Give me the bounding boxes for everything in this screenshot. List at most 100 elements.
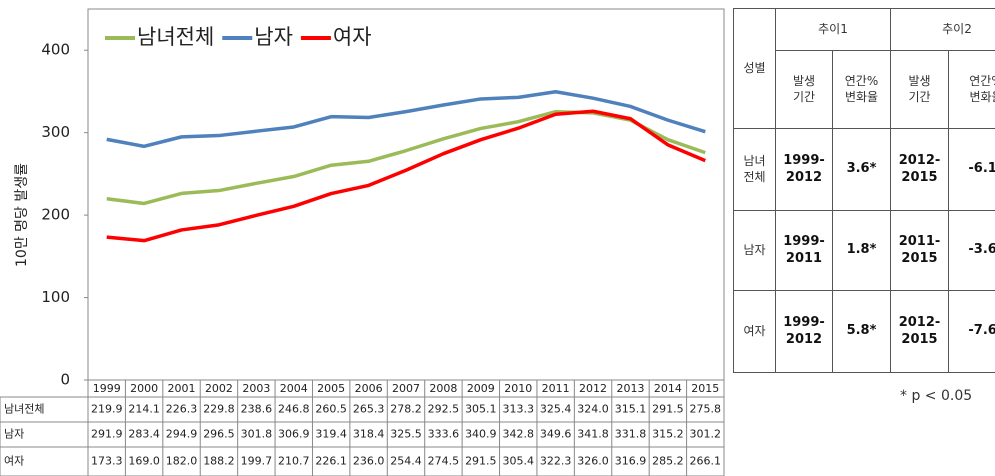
table-value: 219.9: [91, 403, 123, 416]
row-label: 여자: [4, 455, 24, 468]
x-tick-label: 2010: [504, 382, 532, 395]
table-cell: 2011- 2015: [890, 210, 949, 291]
table-value: 325.4: [540, 403, 572, 416]
table-cell: -6.1*: [948, 128, 995, 211]
x-tick-label: 2012: [579, 382, 607, 395]
table-value: 331.8: [615, 428, 647, 441]
x-tick-label: 2006: [355, 382, 383, 395]
table-value: 306.9: [278, 428, 310, 441]
row-label: 남녀전체: [4, 403, 44, 416]
table-value: 326.0: [577, 455, 609, 468]
legend-label: 남자: [254, 25, 293, 49]
x-tick-label: 2003: [242, 382, 270, 395]
table-value: 266.1: [690, 455, 722, 468]
header-cell: 연간% 변화율: [948, 50, 995, 129]
table-value: 188.2: [203, 455, 235, 468]
table-value: 316.9: [615, 455, 647, 468]
table-cell: 1999- 2011: [775, 210, 833, 291]
x-tick-label: 2015: [691, 382, 719, 395]
series-line: [106, 109, 706, 243]
x-tick-label: 2011: [542, 382, 570, 395]
table-value: 169.0: [128, 455, 160, 468]
y-axis-label: 10만 명당 발생률: [14, 163, 30, 267]
table-value: 275.8: [690, 403, 722, 416]
table-value: 173.3: [91, 455, 123, 468]
table-value: 182.0: [166, 455, 198, 468]
table-value: 325.5: [390, 428, 422, 441]
table-value: 305.4: [502, 455, 534, 468]
y-tick-label: 300: [41, 123, 70, 141]
legend-label: 여자: [333, 25, 372, 49]
table-cell: -7.6*: [948, 290, 995, 373]
x-tick-label: 2007: [392, 382, 420, 395]
header-cell: 추이1: [775, 8, 891, 51]
table-value: 274.5: [428, 455, 460, 468]
table-value: 285.2: [652, 455, 684, 468]
table-value: 349.6: [540, 428, 572, 441]
table-value: 301.2: [690, 428, 722, 441]
table-cell: 남자: [733, 210, 776, 291]
x-tick-label: 2013: [616, 382, 644, 395]
table-value: 340.9: [465, 428, 497, 441]
x-tick-label: 2001: [168, 382, 196, 395]
table-value: 315.2: [652, 428, 684, 441]
series-line: [106, 90, 706, 149]
table-cell: 1999- 2012: [775, 290, 833, 373]
header-cell: 발생 기간: [890, 50, 949, 129]
table-value: 342.8: [502, 428, 534, 441]
table-value: 291.5: [652, 403, 684, 416]
table-cell: 2012- 2015: [890, 290, 949, 373]
table-value: 210.7: [278, 455, 310, 468]
x-tick-label: 2005: [317, 382, 345, 395]
table-cell: 3.6*: [832, 128, 891, 211]
table-value: 315.1: [615, 403, 647, 416]
table-value: 319.4: [315, 428, 347, 441]
table-cell: 2012- 2015: [890, 128, 949, 211]
x-tick-label: 2014: [654, 382, 682, 395]
table-cell: 5.8*: [832, 290, 891, 373]
x-tick-label: 2009: [467, 382, 495, 395]
table-value: 292.5: [428, 403, 460, 416]
chart: 10만 명당 발생률 0 100 200 300 400 1999 2000 2001 2002…: [0, 8, 725, 476]
table-value: 283.4: [128, 428, 160, 441]
table-value: 236.0: [353, 455, 385, 468]
table-value: 291.5: [465, 455, 497, 468]
table-value: 229.8: [203, 403, 235, 416]
table-value: 199.7: [241, 455, 273, 468]
x-tick-label: 1999: [93, 382, 121, 395]
header-cell: 연간% 변화율: [832, 50, 891, 129]
header-cell: 성별: [733, 8, 776, 129]
table-value: 278.2: [390, 403, 422, 416]
table-cell: 1999- 2012: [775, 128, 833, 211]
table-value: 301.8: [241, 428, 273, 441]
table-value: 265.3: [353, 403, 385, 416]
table-value: 305.1: [465, 403, 497, 416]
header-cell: 추이2: [890, 8, 995, 51]
table-value: 318.4: [353, 428, 385, 441]
table-value: 341.8: [577, 428, 609, 441]
trend-table: 성별 추이1 추이2 발생 기간 연간% 변화율 발생 기간 연간% 변화율 남…: [733, 8, 995, 373]
table-value: 260.5: [315, 403, 347, 416]
table-value: 322.3: [540, 455, 572, 468]
y-tick-label: 0: [60, 371, 70, 389]
table-value: 324.0: [577, 403, 609, 416]
table-value: 246.8: [278, 403, 310, 416]
series-line: [106, 109, 706, 206]
table-value: 313.3: [502, 403, 534, 416]
table-value: 226.3: [166, 403, 198, 416]
table-cell: 여자: [733, 290, 776, 373]
table-value: 254.4: [390, 455, 422, 468]
y-tick-label: 200: [41, 206, 70, 224]
x-tick-label: 2008: [429, 382, 457, 395]
y-tick-label: 100: [41, 288, 70, 306]
x-tick-label: 2002: [205, 382, 233, 395]
table-value: 333.6: [428, 428, 460, 441]
footnote: * p < 0.05: [900, 388, 973, 404]
table-cell: 1.8*: [832, 210, 891, 291]
table-cell: -3.6*: [948, 210, 995, 291]
table-value: 291.9: [91, 428, 123, 441]
